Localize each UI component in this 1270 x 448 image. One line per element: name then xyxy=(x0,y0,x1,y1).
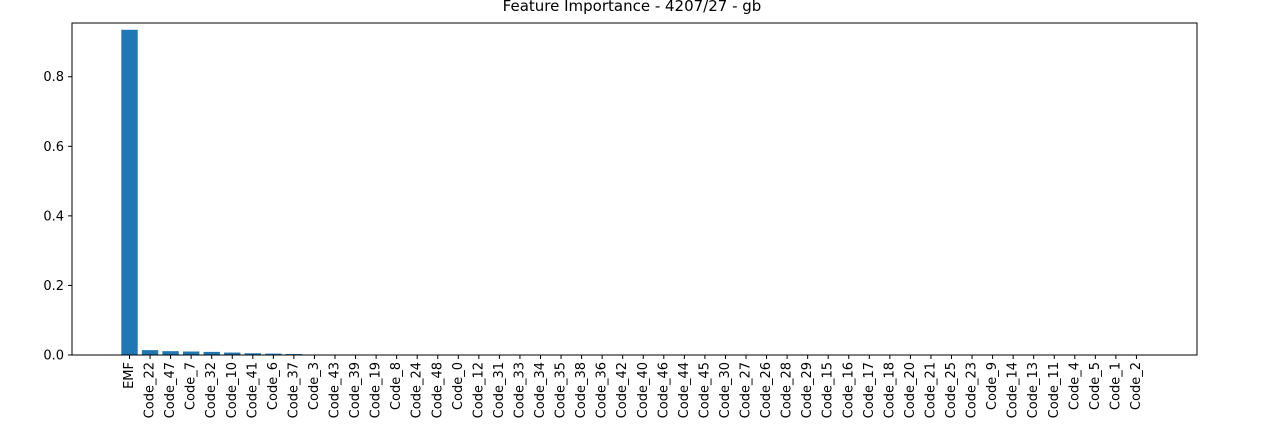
x-tick-label: Code_39 xyxy=(348,362,363,418)
bars-group xyxy=(121,29,405,356)
x-tick-label: Code_21 xyxy=(923,362,938,418)
y-tick-label: 0.6 xyxy=(43,140,64,155)
x-tick-label: Code_2 xyxy=(1129,362,1144,410)
x-tick-label: Code_6 xyxy=(266,362,281,410)
bar-EMF xyxy=(121,29,138,356)
x-tick-label: Code_35 xyxy=(554,362,569,418)
x-tick-label: Code_12 xyxy=(471,362,486,418)
bar-Code_7 xyxy=(182,351,200,355)
x-tick-label: Code_13 xyxy=(1026,362,1041,418)
x-tick-label: Code_40 xyxy=(636,362,651,418)
y-tick-label: 0.4 xyxy=(43,209,64,224)
x-tick-label: Code_11 xyxy=(1047,362,1062,418)
x-tick-label: Code_4 xyxy=(1067,362,1082,410)
bar-Code_47 xyxy=(162,351,179,355)
x-tick-label: Code_32 xyxy=(204,362,219,418)
x-tick-label: Code_26 xyxy=(759,362,774,418)
y-tick-label: 0.0 xyxy=(43,349,64,364)
x-tick-label: Code_28 xyxy=(780,362,795,418)
plot-frame xyxy=(71,22,1198,356)
x-tick-label: Code_29 xyxy=(800,362,815,418)
x-tick-label: Code_5 xyxy=(1088,362,1103,410)
bar-Code_22 xyxy=(141,350,159,355)
x-axis: EMF Code_22 Code_47 Code_7 Code_32 Code_10 Cod… xyxy=(122,355,1144,418)
x-tick-label: Code_44 xyxy=(677,362,692,418)
x-tick-label: Code_22 xyxy=(143,362,158,418)
x-tick-label: Code_25 xyxy=(944,362,959,418)
x-tick-label: Code_9 xyxy=(985,362,1000,410)
x-tick-label: Code_8 xyxy=(389,362,404,410)
x-tick-label: Code_34 xyxy=(533,362,548,418)
bar-Code_37 xyxy=(285,353,303,355)
bar-Code_6 xyxy=(265,353,282,355)
x-tick-label: Code_30 xyxy=(718,362,733,418)
y-axis: 0.0 0.2 0.4 0.6 0.8 xyxy=(43,70,72,364)
y-tick-label: 0.8 xyxy=(43,70,64,85)
x-tick-label: Code_23 xyxy=(965,362,980,418)
x-tick-label: Code_37 xyxy=(286,362,301,418)
x-tick-label: Code_19 xyxy=(369,362,384,418)
x-tick-label: Code_33 xyxy=(512,362,527,418)
x-tick-label: Code_15 xyxy=(821,362,836,418)
x-tick-label: Code_45 xyxy=(697,362,712,418)
x-tick-label: Code_16 xyxy=(841,362,856,418)
x-tick-label: Code_36 xyxy=(595,362,610,418)
x-tick-label: Code_14 xyxy=(1006,362,1021,418)
x-tick-label: Code_38 xyxy=(574,362,589,418)
x-tick-label: Code_47 xyxy=(163,362,178,418)
x-tick-label: Code_27 xyxy=(739,362,754,418)
bar-Code_41 xyxy=(244,353,261,355)
x-tick-label: Code_10 xyxy=(225,362,240,418)
y-tick-label: 0.2 xyxy=(43,279,64,294)
x-tick-label: Code_20 xyxy=(903,362,918,418)
x-tick-label: Code_17 xyxy=(862,362,877,418)
chart-title: Feature Importance - 4207/27 - gb xyxy=(503,0,762,15)
bar-Code_32 xyxy=(203,351,220,355)
x-tick-label: Code_1 xyxy=(1108,362,1123,410)
x-tick-label: Code_31 xyxy=(492,362,507,418)
x-tick-label: Code_43 xyxy=(328,362,343,418)
x-tick-label: Code_3 xyxy=(307,362,322,410)
x-tick-label: Code_24 xyxy=(410,362,425,418)
x-tick-label: Code_48 xyxy=(430,362,445,418)
bar-Code_10 xyxy=(224,352,241,355)
x-tick-label: EMF xyxy=(122,362,137,389)
x-tick-label: Code_42 xyxy=(615,362,630,418)
x-tick-label: Code_46 xyxy=(656,362,671,418)
x-tick-label: Code_18 xyxy=(882,362,897,418)
x-tick-label: Code_0 xyxy=(451,362,466,410)
x-tick-label: Code_41 xyxy=(245,362,260,418)
x-tick-label: Code_7 xyxy=(184,362,199,410)
